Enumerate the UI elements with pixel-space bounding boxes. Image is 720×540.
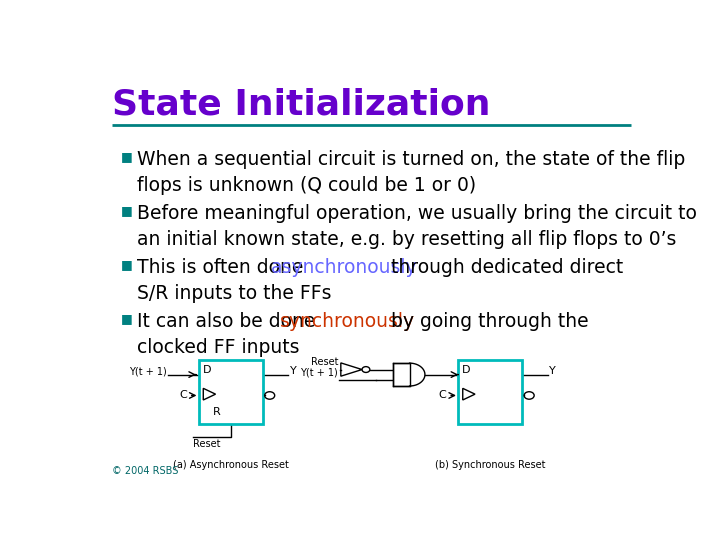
Text: R: R [213,407,220,417]
Text: Y: Y [549,366,556,376]
Text: C: C [438,390,446,401]
Text: Reset: Reset [310,357,338,367]
Bar [199,360,263,424]
Text: (a) Asynchronous Reset: (a) Asynchronous Reset [173,460,289,470]
Text: D: D [462,365,471,375]
Text: Y(t + 1): Y(t + 1) [129,366,167,376]
Text: clocked FF inputs: clocked FF inputs [138,339,300,357]
Text: by going through the: by going through the [385,312,589,331]
Text: D: D [203,365,211,375]
Text: asynchronously: asynchronously [271,258,418,277]
Text: flops is unknown (Q could be 1 or 0): flops is unknown (Q could be 1 or 0) [138,176,477,195]
Text: an initial known state, e.g. by resetting all flip flops to 0’s: an initial known state, e.g. by resettin… [138,230,677,249]
Bar [392,363,410,386]
Text: ■: ■ [121,150,132,163]
Text: ■: ■ [121,312,132,325]
Text: S/R inputs to the FFs: S/R inputs to the FFs [138,285,332,303]
Text: It can also be done: It can also be done [138,312,322,331]
Text: State Initialization: State Initialization [112,87,491,122]
Text: This is often done: This is often done [138,258,310,277]
Text: through dedicated direct: through dedicated direct [384,258,623,277]
Bar [459,360,523,424]
Text: ■: ■ [121,258,132,271]
Text: synchronously: synchronously [280,312,415,331]
Text: Reset: Reset [193,439,221,449]
Text: Y(t + 1): Y(t + 1) [300,368,338,377]
Text: When a sequential circuit is turned on, the state of the flip: When a sequential circuit is turned on, … [138,150,685,169]
Text: ■: ■ [121,204,132,217]
Text: (b) Synchronous Reset: (b) Synchronous Reset [435,460,546,470]
Text: Y: Y [289,366,297,376]
Text: Before meaningful operation, we usually bring the circuit to: Before meaningful operation, we usually … [138,204,697,223]
Text: C: C [179,390,187,401]
Text: © 2004 RSBS: © 2004 RSBS [112,467,179,476]
